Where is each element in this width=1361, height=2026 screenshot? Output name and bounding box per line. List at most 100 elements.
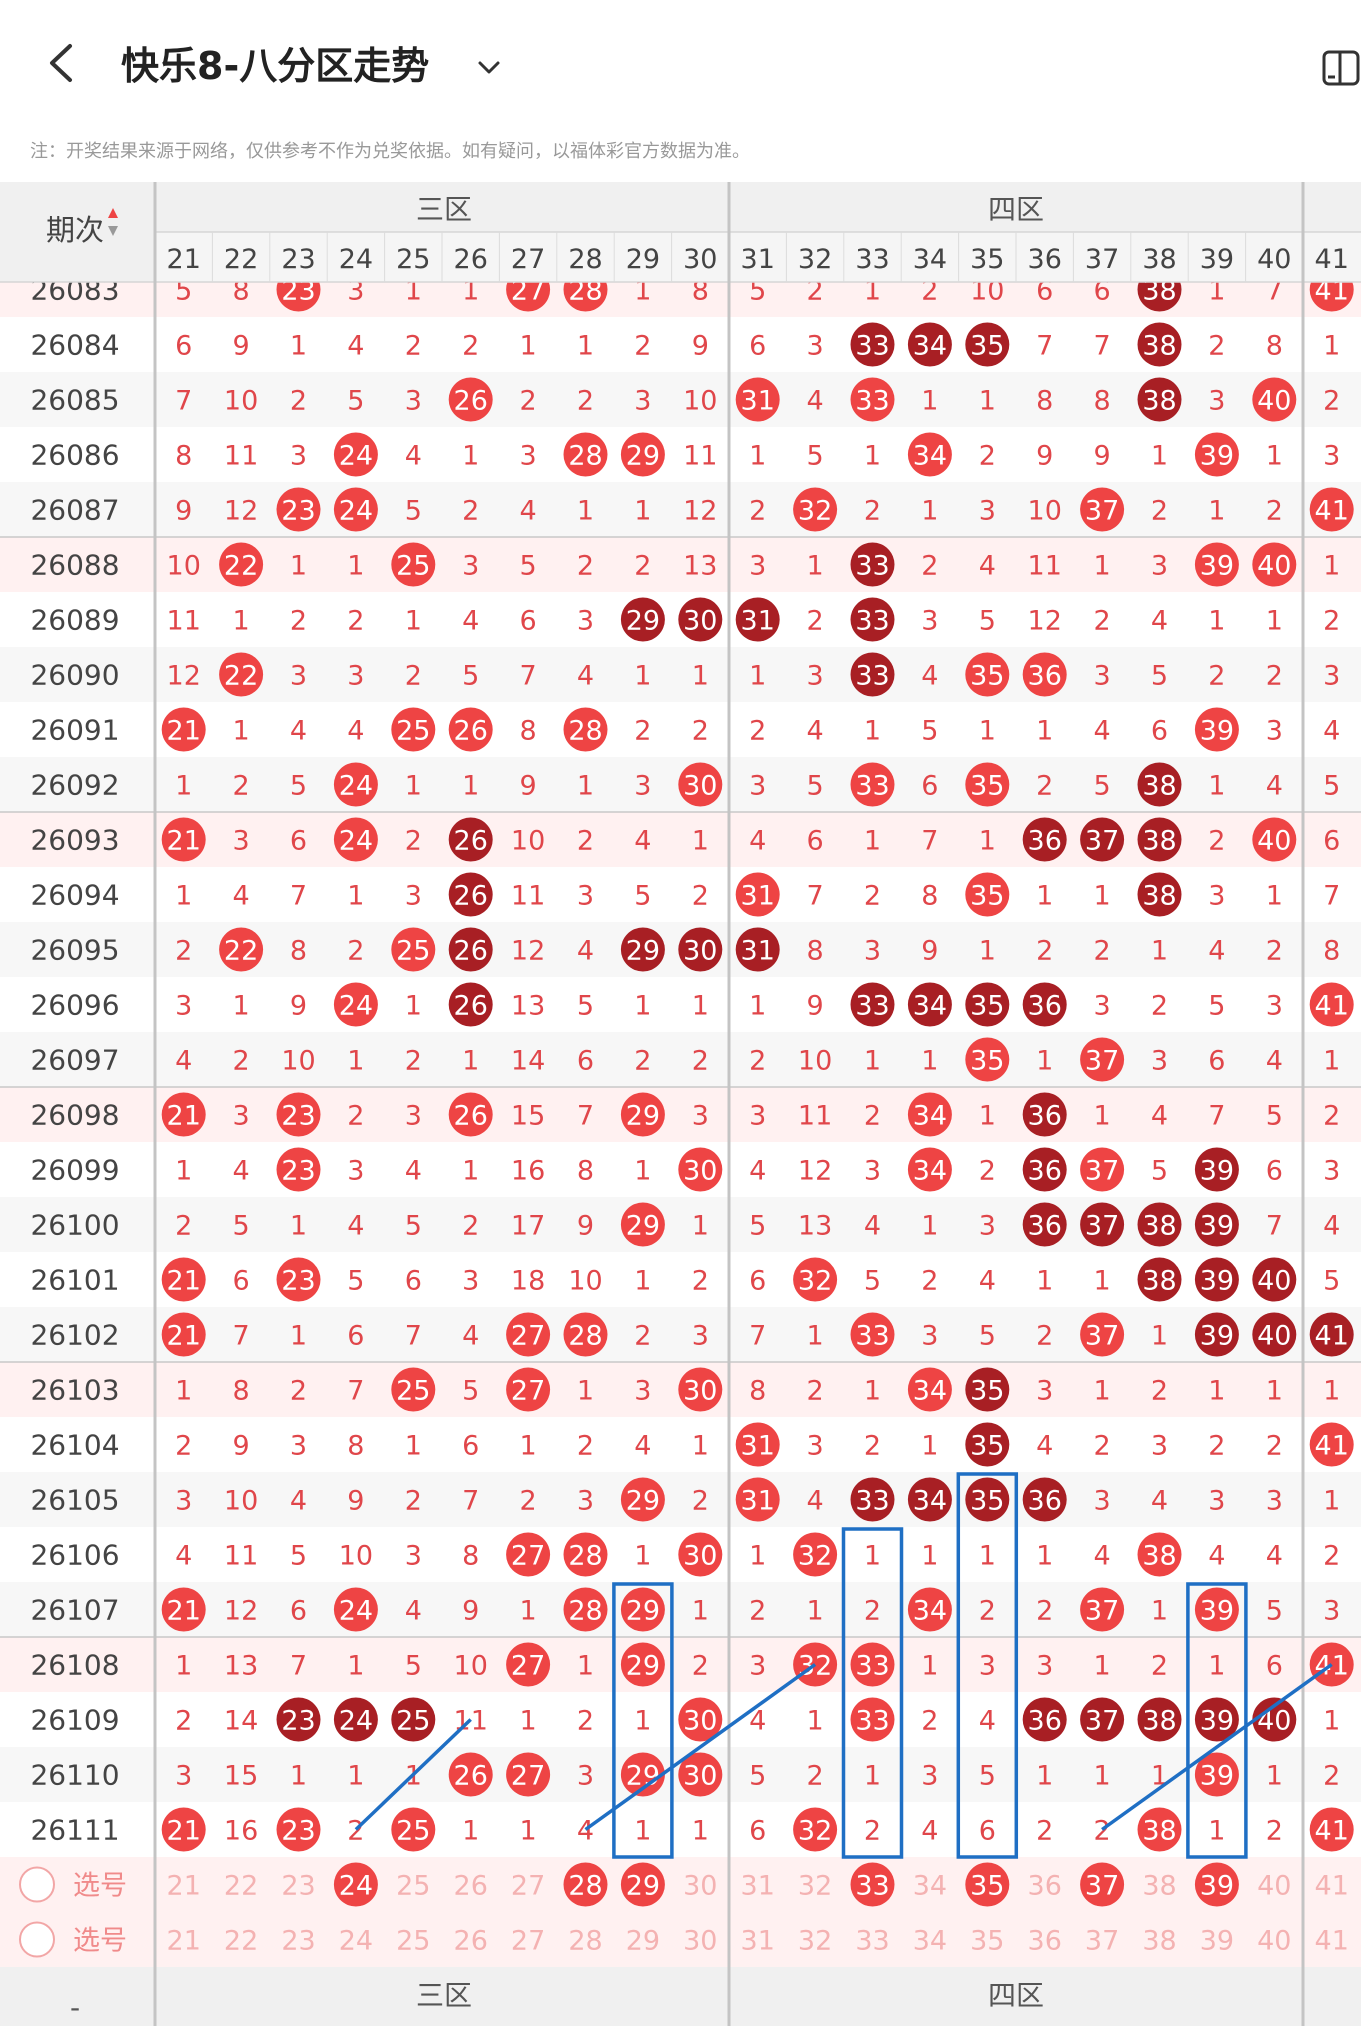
miss-count: 1 bbox=[1094, 1101, 1111, 1132]
sort-up-icon[interactable] bbox=[108, 208, 118, 218]
hit-number: 23 bbox=[281, 496, 315, 527]
hit-ball bbox=[1194, 1752, 1239, 1797]
selected-ball[interactable] bbox=[965, 1862, 1010, 1907]
miss-count: 3 bbox=[921, 1761, 938, 1792]
select-number[interactable]: 35 bbox=[970, 1926, 1004, 1957]
select-number[interactable]: 26 bbox=[454, 1926, 488, 1957]
chevron-down-icon[interactable] bbox=[474, 52, 504, 82]
select-number[interactable]: 33 bbox=[855, 1926, 889, 1957]
selected-ball[interactable] bbox=[850, 1862, 895, 1907]
miss-count: 4 bbox=[347, 716, 364, 747]
miss-count: 5 bbox=[347, 1266, 364, 1297]
number-header-row bbox=[155, 232, 1361, 282]
miss-count: 11 bbox=[224, 441, 258, 472]
miss-count: 1 bbox=[1266, 606, 1283, 637]
page-title[interactable]: 快乐8-八分区走势 bbox=[121, 44, 430, 88]
select-number[interactable]: 22 bbox=[224, 1871, 258, 1902]
select-label[interactable]: 选号 bbox=[73, 1871, 127, 1902]
hit-ball bbox=[1252, 817, 1297, 862]
miss-count: 7 bbox=[1266, 276, 1283, 307]
miss-count: 1 bbox=[1266, 881, 1283, 912]
select-number[interactable]: 27 bbox=[511, 1871, 545, 1902]
select-number[interactable]: 21 bbox=[167, 1871, 201, 1902]
select-number[interactable]: 30 bbox=[683, 1926, 717, 1957]
select-number[interactable]: 25 bbox=[396, 1871, 430, 1902]
select-radio[interactable] bbox=[19, 1921, 55, 1958]
select-label[interactable]: 选号 bbox=[73, 1926, 127, 1957]
select-number[interactable]: 32 bbox=[798, 1926, 832, 1957]
miss-count: 10 bbox=[1028, 496, 1062, 527]
select-number[interactable]: 37 bbox=[1085, 1926, 1119, 1957]
selected-ball[interactable] bbox=[620, 1862, 665, 1907]
miss-count: 4 bbox=[1266, 771, 1283, 802]
miss-count: 3 bbox=[864, 936, 881, 967]
period-label: 26105 bbox=[30, 1484, 119, 1517]
select-radio[interactable] bbox=[19, 1866, 55, 1903]
select-number[interactable]: 23 bbox=[281, 1871, 315, 1902]
miss-count: 3 bbox=[347, 1156, 364, 1187]
select-number[interactable]: 36 bbox=[1028, 1871, 1062, 1902]
select-number[interactable]: 31 bbox=[741, 1926, 775, 1957]
miss-count: 3 bbox=[520, 441, 537, 472]
select-number[interactable]: 24 bbox=[339, 1926, 373, 1957]
hit-ball bbox=[620, 1202, 665, 1247]
select-number[interactable]: 39 bbox=[1200, 1926, 1234, 1957]
miss-count: 5 bbox=[749, 1761, 766, 1792]
back-icon[interactable] bbox=[40, 40, 86, 86]
selected-ball[interactable] bbox=[333, 1862, 378, 1907]
miss-count: 1 bbox=[1094, 1651, 1111, 1682]
miss-count: 4 bbox=[1094, 1541, 1111, 1572]
miss-count: 5 bbox=[577, 991, 594, 1022]
select-number[interactable]: 28 bbox=[568, 1926, 602, 1957]
device-icon[interactable] bbox=[1322, 48, 1361, 88]
select-number[interactable]: 26 bbox=[454, 1871, 488, 1902]
selected-number[interactable]: 35 bbox=[970, 1871, 1004, 1902]
miss-count: 1 bbox=[233, 716, 250, 747]
select-number[interactable]: 31 bbox=[741, 1871, 775, 1902]
miss-count: 1 bbox=[462, 1156, 479, 1187]
select-number[interactable]: 40 bbox=[1257, 1871, 1291, 1902]
selected-number[interactable]: 37 bbox=[1085, 1871, 1119, 1902]
select-number[interactable]: 32 bbox=[798, 1871, 832, 1902]
selected-ball[interactable] bbox=[563, 1862, 608, 1907]
selected-number[interactable]: 39 bbox=[1200, 1871, 1234, 1902]
select-number[interactable]: 40 bbox=[1257, 1926, 1291, 1957]
select-number[interactable]: 21 bbox=[167, 1926, 201, 1957]
miss-count: 1 bbox=[233, 991, 250, 1022]
sort-down-icon[interactable] bbox=[108, 226, 118, 236]
selected-number[interactable]: 29 bbox=[626, 1871, 660, 1902]
select-number[interactable]: 27 bbox=[511, 1926, 545, 1957]
selected-ball[interactable] bbox=[1194, 1862, 1239, 1907]
select-number[interactable]: 36 bbox=[1028, 1926, 1062, 1957]
select-number[interactable]: 29 bbox=[626, 1926, 660, 1957]
selected-number[interactable]: 33 bbox=[855, 1871, 889, 1902]
hit-ball bbox=[276, 1147, 321, 1192]
select-number[interactable]: 30 bbox=[683, 1871, 717, 1902]
period-header[interactable]: 期次 bbox=[46, 213, 104, 247]
hit-number: 40 bbox=[1257, 1706, 1291, 1737]
miss-count: 6 bbox=[979, 1816, 996, 1847]
miss-count: 1 bbox=[405, 606, 422, 637]
hit-ball bbox=[1194, 707, 1239, 752]
select-number[interactable]: 25 bbox=[396, 1926, 430, 1957]
miss-count: 2 bbox=[347, 606, 364, 637]
select-number[interactable]: 23 bbox=[281, 1926, 315, 1957]
selected-ball[interactable] bbox=[1080, 1862, 1125, 1907]
select-number[interactable]: 38 bbox=[1142, 1926, 1176, 1957]
miss-count: 2 bbox=[692, 1486, 709, 1517]
select-number[interactable]: 41 bbox=[1315, 1871, 1349, 1902]
select-number[interactable]: 38 bbox=[1142, 1871, 1176, 1902]
selected-number[interactable]: 28 bbox=[568, 1871, 602, 1902]
selected-number[interactable]: 24 bbox=[339, 1871, 373, 1902]
hit-number: 33 bbox=[855, 991, 889, 1022]
miss-count: 4 bbox=[577, 1816, 594, 1847]
select-number[interactable]: 34 bbox=[913, 1871, 947, 1902]
miss-count: 1 bbox=[462, 771, 479, 802]
select-number[interactable]: 41 bbox=[1315, 1926, 1349, 1957]
miss-count: 2 bbox=[577, 551, 594, 582]
select-number[interactable]: 34 bbox=[913, 1926, 947, 1957]
select-number[interactable]: 22 bbox=[224, 1926, 258, 1957]
miss-count: 1 bbox=[634, 661, 651, 692]
number-header: 38 bbox=[1142, 244, 1176, 275]
